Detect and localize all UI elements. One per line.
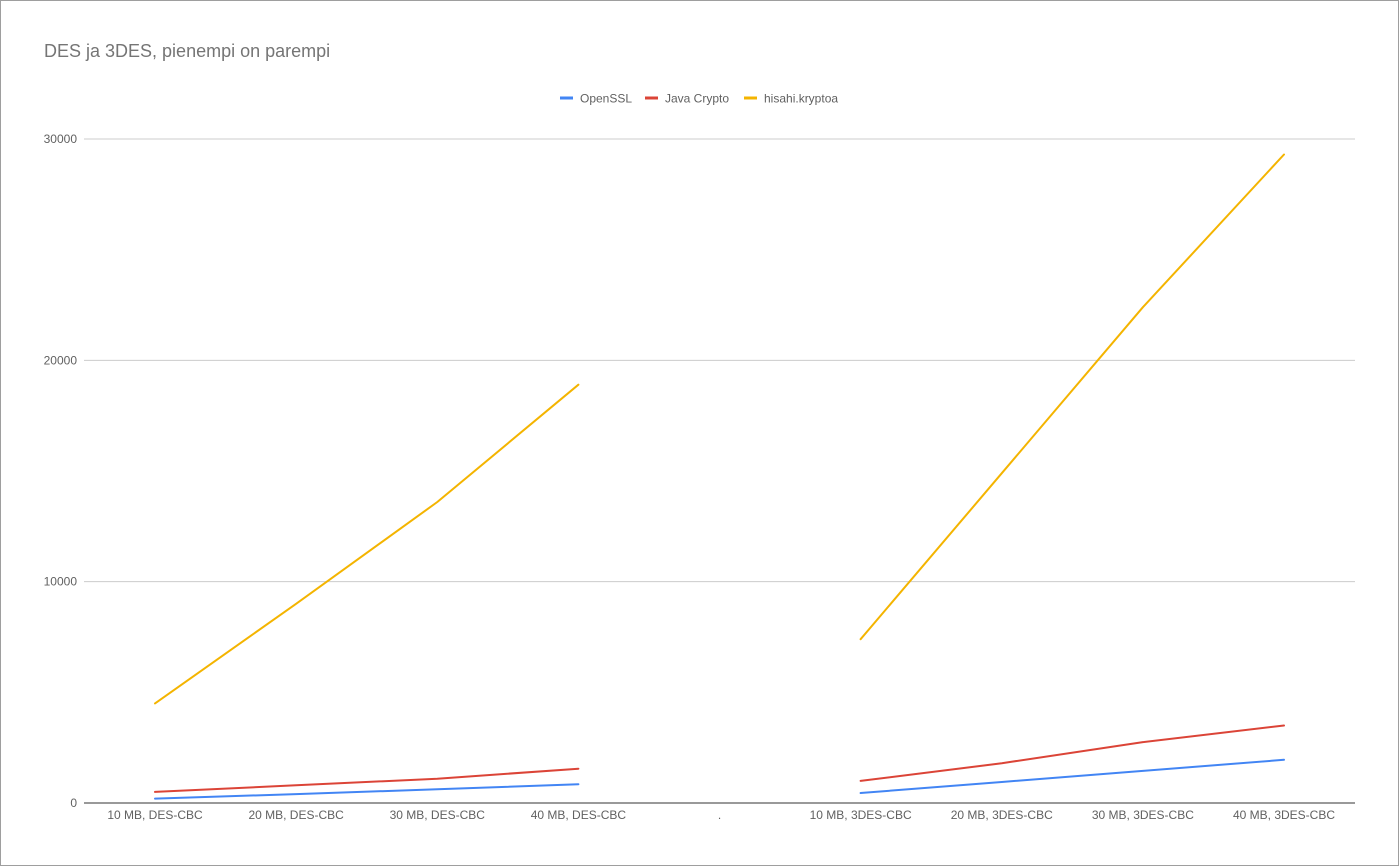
- series-line: [154, 783, 580, 800]
- x-tick-label: 10 MB, 3DES-CBC: [810, 808, 912, 822]
- x-tick-label: 30 MB, DES-CBC: [390, 808, 486, 822]
- x-tick-label: 40 MB, 3DES-CBC: [1233, 808, 1335, 822]
- y-tick-label: 0: [70, 796, 77, 810]
- y-tick-label: 10000: [44, 575, 78, 589]
- gridlines: [84, 138, 1355, 804]
- series-line: [859, 153, 1285, 641]
- series-line: [859, 724, 1285, 782]
- legend-label: Java Crypto: [665, 92, 729, 106]
- y-tick-label: 30000: [44, 132, 78, 146]
- series-line: [859, 758, 1285, 794]
- x-tick-label: 30 MB, 3DES-CBC: [1092, 808, 1194, 822]
- y-axis-ticks: 0 10000 20000 30000: [44, 132, 78, 810]
- legend-swatch: [744, 96, 757, 100]
- y-tick-label: 20000: [44, 353, 78, 367]
- series-line: [154, 767, 580, 793]
- legend-swatch: [645, 96, 658, 100]
- series-line: [154, 383, 580, 705]
- series-lines: [154, 153, 1285, 800]
- x-tick-label: 20 MB, DES-CBC: [248, 808, 344, 822]
- x-tick-label: 20 MB, 3DES-CBC: [951, 808, 1053, 822]
- legend-label: OpenSSL: [580, 92, 632, 106]
- legend-swatch: [560, 96, 573, 100]
- legend: OpenSSL Java Crypto hisahi.kryptoa: [560, 92, 838, 106]
- x-tick-label: .: [718, 808, 721, 822]
- x-tick-label: 10 MB, DES-CBC: [107, 808, 203, 822]
- legend-label: hisahi.kryptoa: [764, 92, 838, 106]
- x-tick-label: 40 MB, DES-CBC: [531, 808, 627, 822]
- chart-title: DES ja 3DES, pienempi on parempi: [44, 41, 331, 61]
- x-axis-ticks: 10 MB, DES-CBC 20 MB, DES-CBC 30 MB, DES-C…: [107, 808, 1335, 822]
